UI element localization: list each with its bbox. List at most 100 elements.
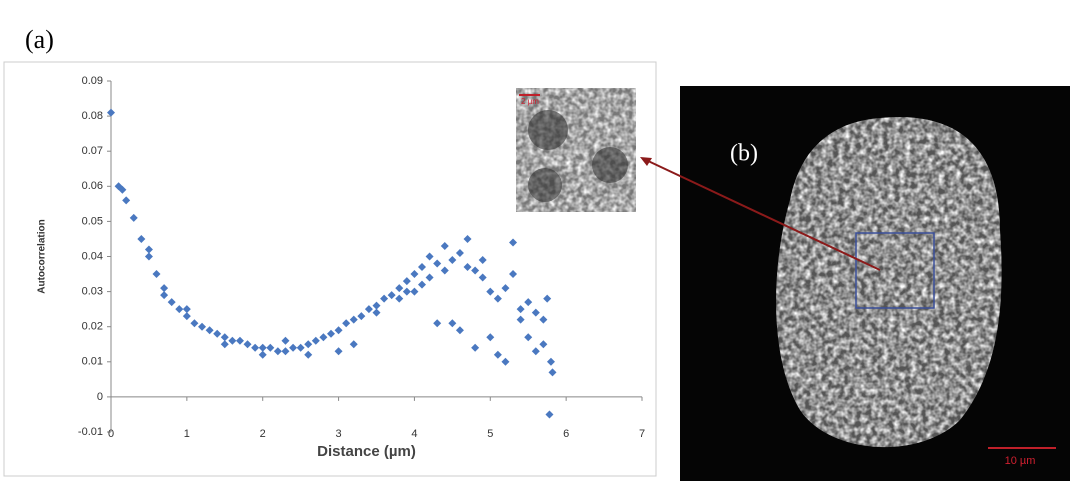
point [478, 273, 487, 282]
point [455, 326, 464, 335]
point [448, 256, 457, 265]
point [440, 241, 449, 250]
point [144, 252, 153, 261]
point [273, 347, 282, 356]
x-tick-label: 0 [108, 428, 114, 440]
point [493, 350, 502, 359]
point [167, 298, 176, 307]
point [387, 291, 396, 300]
x-tick-label: 1 [184, 428, 190, 440]
point [372, 301, 381, 310]
y-tick-label: 0.01 [82, 356, 103, 368]
point [543, 294, 552, 303]
point [118, 185, 127, 194]
point [402, 287, 411, 296]
point [213, 329, 222, 338]
y-tick-label: 0.06 [82, 180, 103, 192]
point [471, 343, 480, 352]
chart: -0.01 0 0.01 0.02 0.03 0.04 0.05 0.06 0.07 0.08 0.… [37, 75, 645, 460]
point [281, 336, 290, 345]
nucleus-texture [776, 116, 1002, 448]
point [319, 333, 328, 342]
point [342, 319, 351, 328]
point [440, 266, 449, 275]
point [539, 315, 548, 324]
inset-domain [528, 168, 562, 202]
point [433, 259, 442, 268]
point [311, 336, 320, 345]
point [334, 347, 343, 356]
roi-box [855, 232, 935, 309]
point [463, 263, 472, 272]
point [364, 305, 373, 314]
point [478, 256, 487, 265]
panel-label: (a) [25, 25, 54, 54]
inset-domain [592, 147, 628, 183]
point [205, 326, 214, 335]
x-tick-label: 7 [639, 428, 645, 440]
point [251, 343, 260, 352]
point [509, 238, 518, 247]
point [455, 248, 464, 257]
point [107, 108, 115, 117]
point [509, 270, 518, 279]
point [433, 319, 442, 328]
point [546, 357, 555, 366]
point [296, 343, 305, 352]
point [198, 322, 207, 331]
x-tick-label: 3 [336, 428, 342, 440]
point [545, 410, 554, 419]
point [418, 263, 427, 272]
point [463, 234, 472, 243]
point [304, 350, 313, 359]
x-tick-label: 6 [563, 428, 569, 440]
y-tick-label: 0.05 [82, 215, 103, 227]
point [182, 305, 191, 314]
inset-scale-label: 2 µm [521, 97, 539, 106]
point [516, 305, 525, 314]
point [402, 277, 411, 286]
point [334, 326, 343, 335]
point [395, 294, 404, 303]
point [524, 333, 533, 342]
x-axis-label: Distance (µm) [317, 443, 416, 460]
point [349, 340, 358, 349]
point [326, 329, 335, 338]
point [448, 319, 457, 328]
point [524, 298, 533, 307]
point [258, 343, 267, 352]
point [304, 340, 313, 349]
point [372, 308, 381, 317]
point [129, 213, 138, 222]
y-tick-label: -0.01 [78, 426, 103, 438]
y-axis-label: Autocorrelation [37, 219, 48, 293]
point [395, 284, 404, 293]
point [531, 347, 540, 356]
point [137, 234, 146, 243]
point [258, 350, 267, 359]
y-tick-label: 0.02 [82, 321, 103, 333]
point [501, 284, 510, 293]
point [471, 266, 480, 275]
point [160, 291, 169, 300]
point [531, 308, 540, 317]
point [357, 312, 366, 321]
x-tick-label: 5 [487, 428, 493, 440]
point [220, 333, 229, 342]
arrow-head [640, 157, 652, 166]
y-tick-label: 0.07 [82, 145, 103, 157]
point [380, 294, 389, 303]
point [266, 343, 275, 352]
y-tick-label: 0 [97, 391, 103, 403]
y-tick-label: 0.08 [82, 110, 103, 122]
point [516, 315, 525, 324]
point [190, 319, 199, 328]
point [410, 287, 419, 296]
point [349, 315, 358, 324]
point [243, 340, 252, 349]
point [152, 270, 161, 279]
scale-bar-label: 10 µm [1005, 455, 1036, 467]
point [425, 273, 434, 282]
point [425, 252, 434, 261]
